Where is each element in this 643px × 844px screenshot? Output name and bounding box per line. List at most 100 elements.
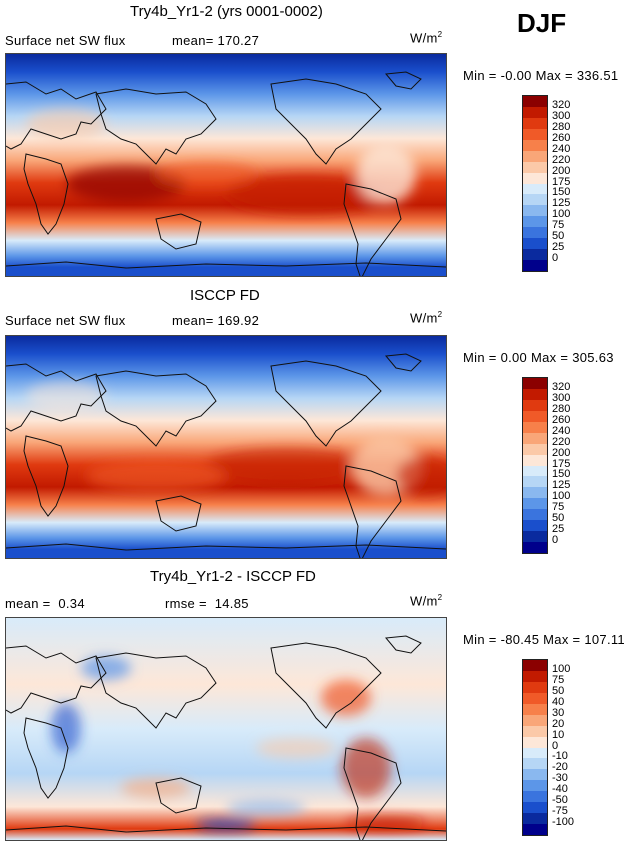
panel3-rmse: rmse = 14.85: [165, 596, 249, 611]
colorbar-segment: [523, 106, 547, 118]
colorbar-segment: [523, 161, 547, 173]
colorbar-tick-label: 220: [552, 153, 571, 166]
colorbar-segment: [523, 96, 547, 107]
colorbar-segment: [523, 410, 547, 422]
colorbar-tick-label: 100: [552, 208, 571, 221]
colorbar-segment: [523, 421, 547, 433]
colorbar-segment: [523, 443, 547, 455]
colorbar-tick-label: 50: [552, 684, 565, 697]
colorbar-segment: [523, 139, 547, 151]
colorbar-tick-label: -40: [552, 783, 568, 796]
panel3-colorbar: [522, 659, 548, 836]
colorbar-segment: [523, 520, 547, 532]
colorbar-tick-label: -50: [552, 794, 568, 807]
colorbar-tick-label: 320: [552, 380, 571, 393]
colorbar-tick-label: 220: [552, 435, 571, 448]
panel3-min-value: -80.45: [500, 632, 540, 647]
colorbar-tick-label: 125: [552, 197, 571, 210]
colorbar-segment: [523, 692, 547, 704]
colorbar-segment: [523, 432, 547, 444]
panel2-mean: mean= 169.92: [172, 313, 259, 328]
colorbar-tick-label: 50: [552, 512, 565, 525]
colorbar-segment: [523, 487, 547, 499]
panel3-rmse-value: 14.85: [214, 596, 249, 611]
panel2-colorbar: [522, 377, 548, 554]
panel3-units-sup: 2: [437, 593, 443, 602]
panel1-mean-value: 170.27: [217, 33, 260, 48]
colorbar-segment: [523, 117, 547, 129]
colorbar-segment: [523, 769, 547, 781]
panel3-map: [5, 617, 447, 841]
colorbar-segment: [523, 802, 547, 814]
colorbar-tick-label: -30: [552, 772, 568, 785]
field-anomaly: [321, 680, 371, 716]
colorbar-tick-label: 0: [552, 534, 559, 547]
coastlines: [6, 635, 446, 840]
field-anomaly: [81, 656, 131, 680]
panel2-title: ISCCP FD: [190, 287, 260, 304]
colorbar-tick-label: -20: [552, 761, 568, 774]
colorbar-tick-label: 260: [552, 131, 571, 144]
colorbar-tick-label: 75: [552, 501, 565, 514]
colorbar-tick-label: 150: [552, 468, 571, 481]
panel2-max-value: 305.63: [572, 350, 614, 365]
colorbar-tick-label: 125: [552, 479, 571, 492]
colorbar-segment: [523, 736, 547, 748]
field-anomaly: [121, 778, 191, 798]
panel2-units-sup: 2: [437, 310, 443, 319]
colorbar-tick-label: 175: [552, 175, 571, 188]
colorbar-tick-label: 300: [552, 391, 571, 404]
panel2-units-text: W/m: [410, 310, 438, 326]
colorbar-segment: [523, 378, 547, 389]
colorbar-segment: [523, 465, 547, 477]
colorbar-tick-label: 20: [552, 717, 565, 730]
colorbar-segment: [523, 813, 547, 825]
colorbar-segment: [523, 194, 547, 206]
colorbar-segment: [523, 747, 547, 759]
colorbar-segment: [523, 725, 547, 737]
colorbar-segment: [523, 454, 547, 466]
colorbar-segment: [523, 498, 547, 510]
panel3-mean-label: mean =: [5, 596, 51, 611]
colorbar-segment: [523, 758, 547, 770]
panel1-units-sup: 2: [437, 30, 443, 39]
colorbar-segment: [523, 780, 547, 792]
panel2-units: W/m2: [410, 310, 442, 325]
field-anomaly: [206, 448, 366, 484]
colorbar-segment: [523, 509, 547, 521]
panel3-mean: mean = 0.34: [5, 596, 85, 611]
panel2-min-value: 0.00: [500, 350, 528, 365]
panel2-max-label: Max =: [531, 350, 569, 365]
colorbar-segment: [523, 824, 547, 835]
panel1-min-label: Min =: [463, 68, 497, 83]
colorbar-tick-label: 25: [552, 523, 565, 536]
panel3-max-label: Max =: [543, 632, 581, 647]
colorbar-tick-label: 0: [552, 739, 559, 752]
colorbar-segment: [523, 227, 547, 239]
colorbar-segment: [523, 150, 547, 162]
season-label: DJF: [517, 8, 567, 38]
field-anomaly: [396, 456, 446, 496]
panel3-title: Try4b_Yr1-2 - ISCCP FD: [150, 568, 316, 585]
colorbar-tick-label: 300: [552, 109, 571, 122]
colorbar-segment: [523, 183, 547, 195]
colorbar-tick-label: 40: [552, 695, 565, 708]
field-anomaly: [346, 817, 426, 829]
colorbar-tick-label: 30: [552, 706, 565, 719]
panel2-map: [5, 335, 447, 559]
colorbar-tick-label: 75: [552, 219, 565, 232]
colorbar-segment: [523, 399, 547, 411]
colorbar-tick-label: 280: [552, 120, 571, 133]
panel3-minmax: Min = -80.45 Max = 107.11: [463, 632, 625, 647]
field-anomaly: [66, 166, 186, 202]
colorbar-segment: [523, 260, 547, 271]
panel1-title: Try4b_Yr1-2 (yrs 0001-0002): [130, 3, 323, 20]
colorbar-tick-label: 200: [552, 164, 571, 177]
colorbar-segment: [523, 388, 547, 400]
colorbar-tick-label: 280: [552, 402, 571, 415]
panel2-mean-value: 169.92: [217, 313, 260, 328]
colorbar-tick-label: -100: [552, 816, 575, 829]
colorbar-segment: [523, 542, 547, 553]
field-anomaly: [256, 738, 336, 758]
colorbar-tick-label: 240: [552, 142, 571, 155]
